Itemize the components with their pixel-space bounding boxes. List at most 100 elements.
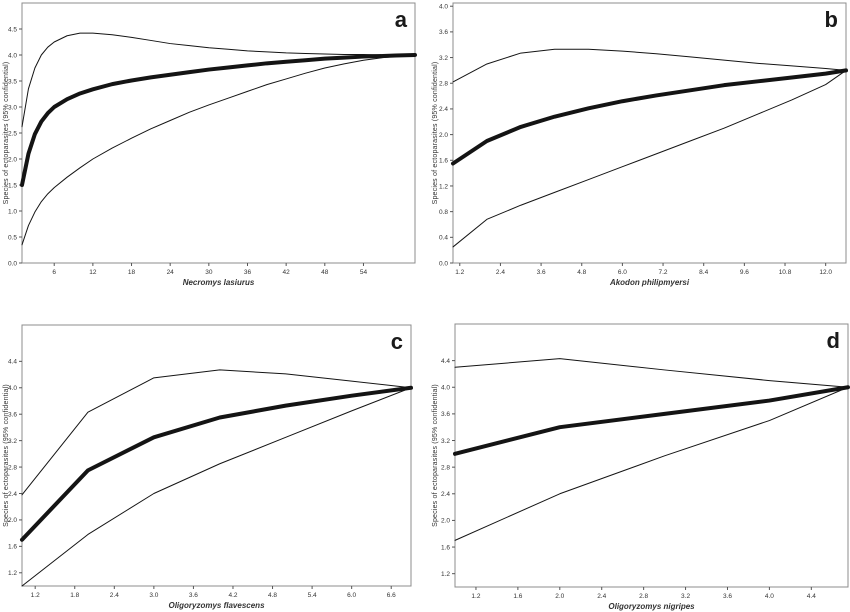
- y-tick-label: 2.4: [8, 491, 17, 498]
- y-tick-label: 3.6: [8, 412, 17, 419]
- x-tick-label: 12.0: [819, 269, 832, 276]
- x-tick-label: 1.8: [70, 592, 79, 599]
- x-tick-label: 8.4: [699, 269, 708, 276]
- panel-letter: c: [391, 329, 403, 354]
- y-tick-label: 2.0: [8, 156, 17, 163]
- lower-95ci-curve: [452, 69, 847, 248]
- plot-frame: [21, 2, 416, 264]
- x-tick-label: 3.0: [149, 592, 158, 599]
- y-tick-label: 2.5: [8, 130, 17, 137]
- x-tick-label: 3.2: [681, 593, 690, 600]
- y-tick-label: 4.0: [8, 52, 17, 59]
- x-tick-label: 6: [52, 269, 56, 276]
- x-tick-label: 54: [360, 269, 368, 276]
- x-tick-label: 2.8: [639, 593, 648, 600]
- x-tick-label: 9.6: [740, 269, 749, 276]
- panel-a-chart: 6 12 18 24 30 36 42 48 54 0.0 0.5 1.0 1.5 2.0 2.5 3.0 3.…: [3, 2, 417, 287]
- y-tick-label: 1.0: [8, 208, 17, 215]
- y-tick-label: 2.4: [441, 491, 450, 498]
- x-tick-label: 3.6: [723, 593, 732, 600]
- y-tick-label: 3.6: [441, 411, 450, 418]
- x-tick-label: 4.4: [807, 593, 816, 600]
- x-tick-label: 6.0: [618, 269, 627, 276]
- lower-95ci-curve: [454, 386, 849, 541]
- y-tick-label: 2.0: [8, 517, 17, 524]
- x-tick-label: 4.0: [765, 593, 774, 600]
- y-tick-label: 4.4: [441, 358, 450, 365]
- y-tick-label: 2.8: [439, 81, 448, 88]
- x-axis-title: Oligoryzomys flavescens: [168, 601, 265, 610]
- y-tick-label: 0.0: [8, 260, 17, 267]
- y-tick-label: 2.8: [441, 464, 450, 471]
- y-tick-label: 0.4: [439, 235, 448, 242]
- x-tick-label: 2.4: [597, 593, 606, 600]
- x-axis-title: Necromys lasiurus: [183, 278, 255, 287]
- y-axis-title: Species of ectoparasites (95% confidenti…: [3, 62, 10, 205]
- x-tick-label: 12: [89, 269, 97, 276]
- y-tick-label: 3.6: [439, 29, 448, 36]
- y-tick-label: 1.2: [8, 570, 17, 577]
- x-tick-label: 24: [167, 269, 175, 276]
- panel-letter: b: [825, 7, 838, 32]
- plot-frame: [21, 324, 412, 587]
- x-tick-label: 4.8: [577, 269, 586, 276]
- lower-95ci-curve: [21, 54, 416, 246]
- x-tick-label: 36: [244, 269, 252, 276]
- x-tick-label: 4.8: [268, 592, 277, 599]
- y-tick-label: 1.6: [439, 158, 448, 165]
- y-tick-label: 3.5: [8, 78, 17, 85]
- upper-95ci-curve: [452, 48, 847, 83]
- upper-95ci-curve: [454, 358, 849, 388]
- y-tick-label: 4.0: [441, 385, 450, 392]
- y-tick-label: 0.0: [439, 260, 448, 267]
- y-tick-label: 1.2: [439, 183, 448, 190]
- upper-95ci-curve: [21, 369, 412, 496]
- y-tick-label: 1.6: [8, 544, 17, 551]
- mean-accumulation-curve: [20, 385, 413, 542]
- y-tick-label: 4.0: [439, 4, 448, 11]
- plot-frame: [452, 2, 847, 264]
- panel-c-chart: 1.2 1.8 2.4 3.0 3.6 4.2 4.8 5.4 6.0 6.6 1.2 1.6 2.0 2…: [3, 324, 413, 610]
- lower-95ci-curve: [21, 387, 412, 587]
- x-tick-label: 10.8: [779, 269, 792, 276]
- x-tick-label: 48: [321, 269, 329, 276]
- x-tick-label: 5.4: [308, 592, 317, 599]
- y-tick-label: 1.5: [8, 182, 17, 189]
- y-tick-label: 3.2: [441, 438, 450, 445]
- x-tick-label: 4.2: [228, 592, 237, 599]
- x-tick-label: 2.0: [555, 593, 564, 600]
- y-tick-label: 4.5: [8, 26, 17, 33]
- x-tick-label: 1.2: [471, 593, 480, 600]
- upper-95ci-curve: [21, 32, 416, 128]
- y-tick-label: 1.6: [441, 544, 450, 551]
- x-tick-label: 18: [128, 269, 136, 276]
- x-axis-title: Oligoryzomys nigripes: [608, 602, 695, 611]
- x-tick-label: 6.6: [387, 592, 396, 599]
- y-tick-label: 0.8: [439, 209, 448, 216]
- x-tick-label: 42: [283, 269, 291, 276]
- y-tick-label: 4.0: [8, 385, 17, 392]
- y-tick-label: 2.8: [8, 464, 17, 471]
- panel-b-chart: 1.2 2.4 3.6 4.8 6.0 7.2 8.4 9.6 10.8 12.0 0.0 0.4 0.…: [432, 2, 848, 287]
- x-tick-label: 2.4: [110, 592, 119, 599]
- y-tick-label: 3.2: [439, 55, 448, 62]
- x-tick-label: 1.6: [513, 593, 522, 600]
- y-tick-label: 3.0: [8, 104, 17, 111]
- mean-accumulation-curve: [20, 53, 417, 187]
- plot-frame: [454, 323, 849, 588]
- x-tick-label: 3.6: [189, 592, 198, 599]
- mean-accumulation-curve: [451, 68, 848, 166]
- y-axis-title: Species of ectoparasites (95% confidenti…: [432, 384, 439, 527]
- x-tick-label: 6.0: [347, 592, 356, 599]
- y-tick-label: 2.4: [439, 106, 448, 113]
- y-tick-label: 4.4: [8, 359, 17, 366]
- x-tick-label: 7.2: [659, 269, 668, 276]
- x-axis-title: Akodon philipmyersi: [609, 278, 690, 287]
- panel-letter: d: [827, 328, 840, 353]
- y-tick-label: 1.2: [441, 571, 450, 578]
- y-tick-label: 2.0: [441, 518, 450, 525]
- x-tick-label: 3.6: [537, 269, 546, 276]
- x-tick-label: 1.2: [455, 269, 464, 276]
- mean-accumulation-curve: [453, 385, 850, 456]
- x-tick-label: 2.4: [496, 269, 505, 276]
